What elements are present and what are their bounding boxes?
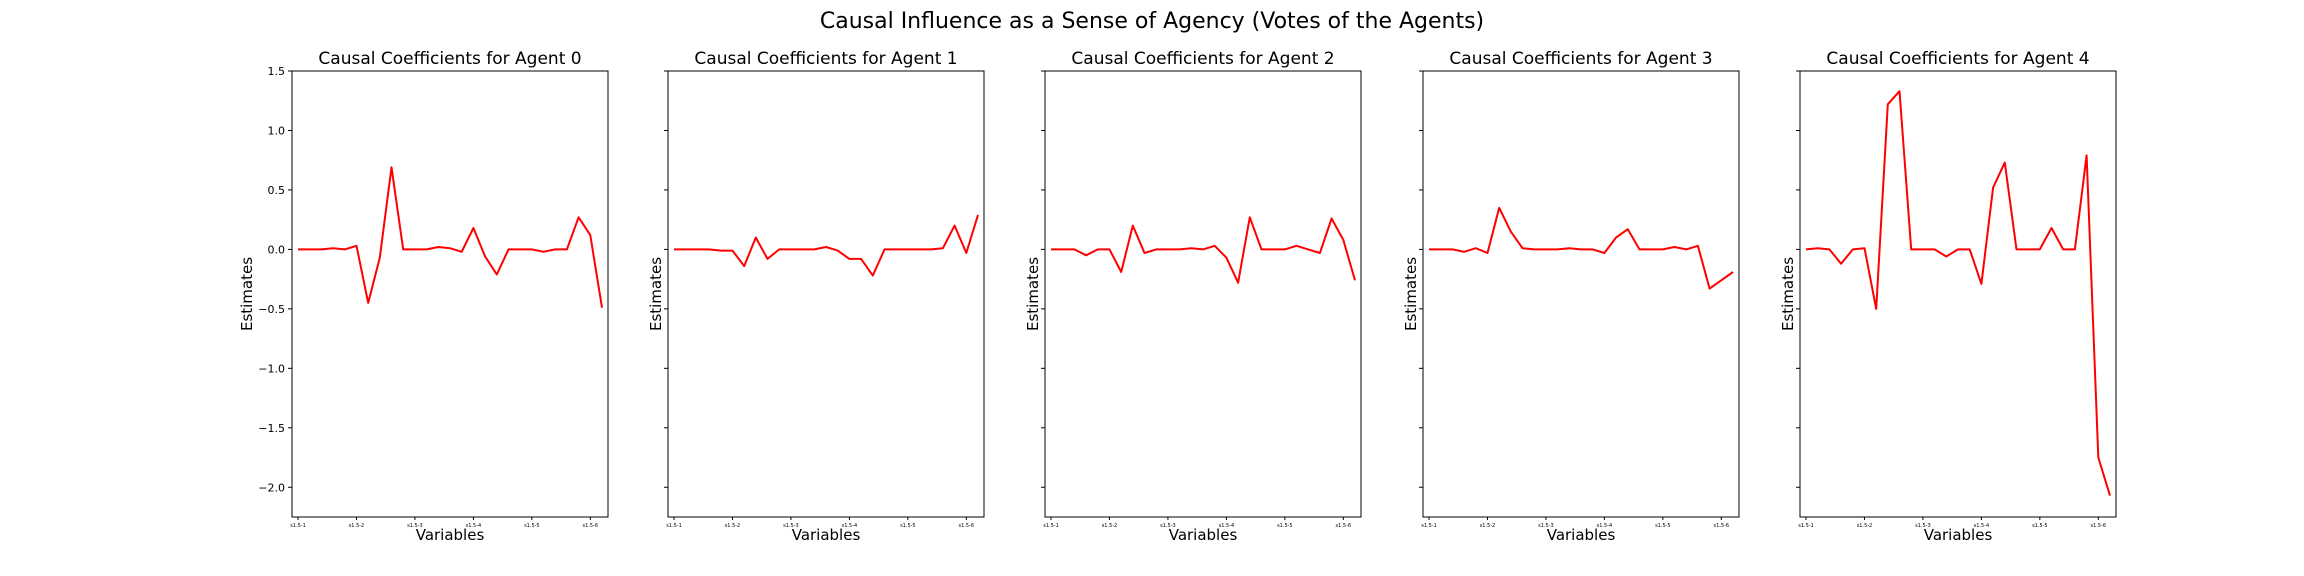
- y-tick-label: 1.5: [268, 65, 286, 78]
- x-tick-label: s1.5-6: [2091, 523, 2107, 529]
- x-tick-label: s1.5-5: [2032, 523, 2048, 529]
- x-tick-label: s1.5-2: [1102, 523, 1118, 529]
- x-tick-label: s1.5-3: [407, 523, 423, 529]
- x-tick-label: s1.5-2: [349, 523, 365, 529]
- x-tick-label: s1.5-5: [524, 523, 540, 529]
- y-tick-marks: [1419, 70, 1423, 488]
- plot-frame: [667, 70, 985, 518]
- x-axis-label: Variables: [1169, 526, 1238, 544]
- figure-suptitle: Causal Influence as a Sense of Agency (V…: [820, 9, 1484, 34]
- y-tick-label: −1.0: [258, 362, 285, 375]
- panel-agent-1: Causal Coefficients for Agent 1 s1.5-1 s1…: [647, 49, 985, 544]
- y-axis-label: Estimates: [1779, 257, 1797, 331]
- x-axis-label: Variables: [792, 526, 861, 544]
- x-tick-label: s1.5-4: [466, 523, 482, 529]
- panel-agent-3: Causal Coefficients for Agent 3 s1.5-1 s1…: [1402, 49, 1740, 544]
- series-line: [674, 214, 979, 277]
- y-tick-label: 0.5: [268, 184, 286, 197]
- panel-title: Causal Coefficients for Agent 4: [1826, 49, 2089, 69]
- x-tick-label: s1.5-2: [725, 523, 741, 529]
- panel-title: Causal Coefficients for Agent 3: [1449, 49, 1712, 69]
- y-tick-label: −2.0: [258, 481, 285, 494]
- plot-frame: [1799, 70, 2117, 518]
- y-axis-label: Estimates: [238, 257, 256, 331]
- x-tick-label: s1.5-6: [1714, 523, 1730, 529]
- x-tick-label: s1.5-2: [1480, 523, 1496, 529]
- y-tick-marks: [1796, 70, 1800, 488]
- x-tick-labels: s1.5-1 s1.5-2 s1.5-3 s1.5-4 s1.5-5 s1.5-6: [666, 517, 974, 529]
- plot-frame: [1422, 70, 1740, 518]
- x-axis-label: Variables: [1924, 526, 1993, 544]
- x-tick-label: s1.5-4: [1219, 523, 1235, 529]
- x-tick-label: s1.5-5: [1655, 523, 1671, 529]
- x-tick-label: s1.5-6: [1336, 523, 1352, 529]
- x-tick-label: s1.5-4: [1974, 523, 1990, 529]
- panel-title: Causal Coefficients for Agent 1: [694, 49, 957, 69]
- y-tick-label: −1.5: [258, 422, 285, 435]
- x-tick-label: s1.5-6: [959, 523, 975, 529]
- x-tick-label: s1.5-1: [1798, 523, 1814, 529]
- plot-frame: [1044, 70, 1362, 518]
- panel-agent-2: Causal Coefficients for Agent 2 s1.5-1 s1…: [1024, 49, 1362, 544]
- x-tick-labels: s1.5-1 s1.5-2 s1.5-3 s1.5-4 s1.5-5 s1.5-6: [290, 517, 598, 529]
- y-axis-label: Estimates: [647, 257, 665, 331]
- plot-frame: [291, 70, 609, 518]
- y-axis-label: Estimates: [1402, 257, 1420, 331]
- x-tick-label: s1.5-2: [1857, 523, 1873, 529]
- y-tick-label: 0.0: [268, 243, 286, 256]
- x-tick-label: s1.5-4: [842, 523, 858, 529]
- y-tick-marks: [664, 70, 668, 488]
- x-tick-label: s1.5-3: [1538, 523, 1554, 529]
- x-tick-label: s1.5-5: [900, 523, 916, 529]
- x-tick-label: s1.5-3: [1160, 523, 1176, 529]
- y-tick-label: −0.5: [258, 303, 285, 316]
- x-axis-label: Variables: [1547, 526, 1616, 544]
- panel-agent-4: Causal Coefficients for Agent 4 s1.5-1 s1…: [1779, 49, 2117, 544]
- x-tick-label: s1.5-4: [1597, 523, 1613, 529]
- y-axis-label: Estimates: [1024, 257, 1042, 331]
- y-tick-marks: [1041, 70, 1045, 488]
- series-line: [1051, 216, 1356, 284]
- y-tick-label: 1.0: [268, 124, 286, 137]
- x-tick-label: s1.5-1: [1421, 523, 1437, 529]
- series-line: [298, 166, 603, 308]
- x-tick-label: s1.5-3: [1915, 523, 1931, 529]
- panel-agent-0: Causal Coefficients for Agent 0 −2.0 −1.5…: [238, 49, 609, 544]
- x-tick-label: s1.5-1: [666, 523, 682, 529]
- x-tick-label: s1.5-3: [783, 523, 799, 529]
- x-tick-label: s1.5-1: [290, 523, 306, 529]
- panel-title: Causal Coefficients for Agent 2: [1071, 49, 1334, 69]
- x-tick-labels: s1.5-1 s1.5-2 s1.5-3 s1.5-4 s1.5-5 s1.5-6: [1798, 517, 2106, 529]
- series-line: [1805, 90, 2111, 496]
- x-tick-label: s1.5-1: [1043, 523, 1059, 529]
- x-tick-label: s1.5-5: [1277, 523, 1293, 529]
- x-tick-label: s1.5-6: [583, 523, 599, 529]
- y-tick-labels: −2.0 −1.5 −1.0 −0.5 0.0 0.5 1.0 1.5: [258, 65, 292, 494]
- series-line: [1429, 206, 1734, 290]
- panel-title: Causal Coefficients for Agent 0: [318, 49, 581, 69]
- x-axis-label: Variables: [416, 526, 485, 544]
